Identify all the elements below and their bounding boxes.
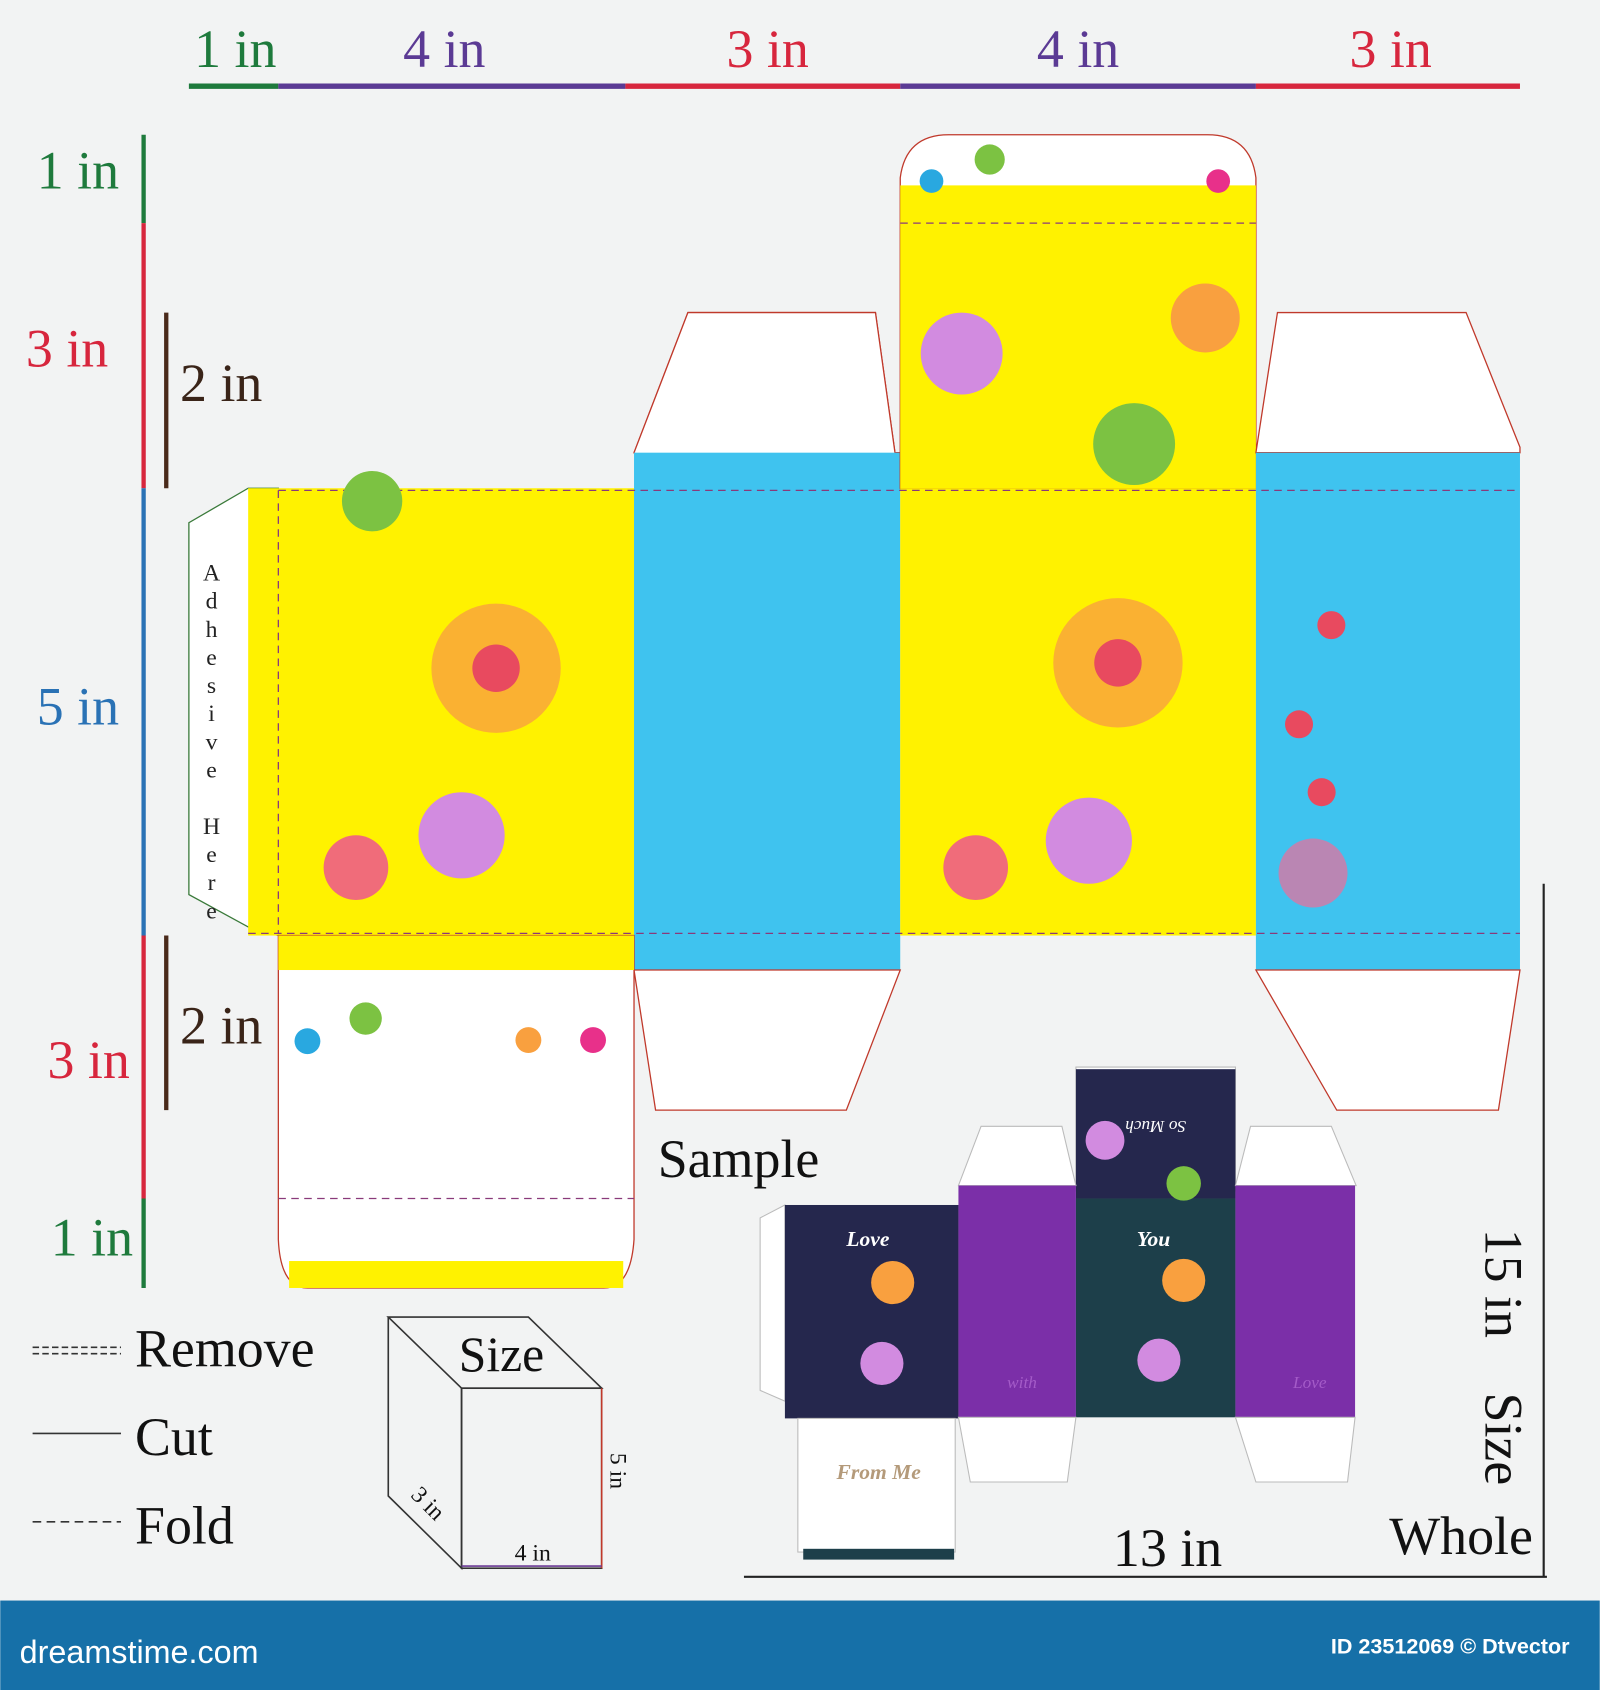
flower — [1162, 1258, 1206, 1302]
legend-label: Remove — [135, 1319, 315, 1379]
sample-text: Love — [845, 1227, 889, 1251]
sample-flap — [957, 1416, 1077, 1483]
flower — [919, 169, 944, 193]
flower — [860, 1341, 904, 1385]
bottom-strip — [278, 935, 635, 971]
flower — [871, 1261, 915, 1305]
sample-tab — [759, 1204, 786, 1402]
dim-label: 4 in — [1037, 19, 1119, 79]
flower — [1085, 1120, 1125, 1160]
dim-label: 3 in — [727, 19, 809, 79]
sample-flap — [1234, 1416, 1356, 1483]
legend — [32, 1346, 121, 1523]
size-cube — [386, 1316, 604, 1571]
sample-text: with — [1007, 1373, 1037, 1392]
flower — [1170, 283, 1240, 353]
flower — [943, 835, 1009, 900]
sample-title: Sample — [658, 1129, 820, 1189]
sample-text: So Much — [1125, 1117, 1186, 1136]
flower — [349, 1002, 382, 1035]
legend-label: Fold — [135, 1495, 234, 1555]
dim-label: 1 in — [51, 1208, 133, 1268]
bottom-panel — [277, 934, 635, 1289]
fold-lines — [248, 222, 1520, 1200]
sample-box — [759, 1066, 1357, 1560]
whole-width: 13 in — [1113, 1518, 1222, 1578]
flower — [515, 1027, 542, 1054]
side-panel — [634, 452, 901, 971]
flower — [1094, 639, 1142, 687]
footer-credit: ID 23512069 © Dtvector — [1331, 1633, 1570, 1658]
footer-site: dreamstime.com — [20, 1634, 259, 1670]
adhesive-label: Adhesive Here — [199, 560, 225, 926]
flap — [1254, 969, 1521, 1111]
dim-label: 1 in — [37, 141, 119, 201]
dim-label: 3 in — [47, 1030, 129, 1090]
dim-label: 1 in — [194, 19, 276, 79]
sample-panel — [958, 1185, 1076, 1418]
flower — [1137, 1338, 1181, 1382]
sample-text: You — [1137, 1227, 1171, 1251]
whole-label: Whole — [1389, 1506, 1533, 1566]
flower — [974, 144, 1005, 175]
flower — [294, 1028, 321, 1055]
flower — [341, 471, 403, 532]
flower — [323, 835, 389, 900]
flower — [472, 644, 520, 692]
sample-text: Love — [1292, 1373, 1327, 1392]
whole-size-label: Size — [1473, 1393, 1533, 1486]
flower — [580, 1027, 606, 1054]
bottom-strip — [289, 1261, 624, 1288]
flower — [1307, 778, 1336, 807]
whole-size-lines — [743, 883, 1547, 1578]
flower — [1278, 838, 1348, 908]
flower — [1317, 611, 1346, 640]
dim-label: 4 in — [403, 19, 485, 79]
flap-dim-label: 2 in — [180, 353, 262, 413]
flower — [920, 312, 1003, 395]
decorations — [294, 144, 1348, 1055]
cube-dimension: 4 in — [515, 1541, 551, 1567]
sample-panel — [1235, 1185, 1356, 1418]
flap-outline — [633, 311, 901, 491]
sample-text: From Me — [835, 1460, 921, 1484]
dim-label: 3 in — [26, 318, 108, 378]
flower — [1045, 797, 1132, 884]
flower — [1093, 403, 1176, 486]
left-dimension-line — [141, 134, 169, 1288]
legend-label: Cut — [135, 1407, 213, 1467]
flap-dim-label: 2 in — [180, 995, 262, 1055]
flap — [633, 969, 902, 1111]
sample-panel — [784, 1204, 959, 1419]
flower — [418, 792, 505, 879]
cube-title: Size — [459, 1327, 544, 1382]
flower — [1166, 1166, 1201, 1201]
sample-bottom — [797, 1417, 956, 1553]
footer-bar — [0, 1600, 1600, 1690]
whole-height: 15 in — [1473, 1229, 1533, 1338]
sample-strip — [803, 1548, 955, 1560]
cube-dimension: 5 in — [604, 1453, 630, 1489]
dim-label: 3 in — [1349, 19, 1431, 79]
flower — [1206, 169, 1231, 193]
dim-label: 5 in — [37, 676, 119, 736]
flower — [1285, 710, 1314, 739]
